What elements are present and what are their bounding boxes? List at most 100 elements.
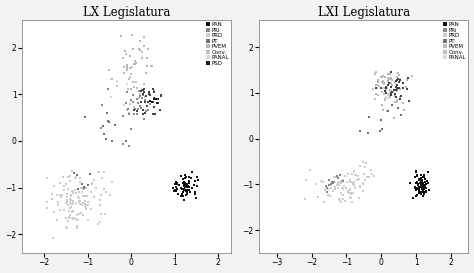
Point [420,186,428,191]
Point [387,85,395,89]
Point [392,95,400,99]
Point [183,185,191,190]
Point [393,89,401,93]
Point [141,94,148,99]
Point [72,190,80,195]
Point [341,174,349,178]
Point [77,186,85,190]
Point [54,200,62,204]
Point [391,92,398,96]
Point [170,189,178,193]
Point [51,184,58,189]
Point [96,203,104,207]
Point [70,198,77,203]
Point [346,194,354,199]
Point [339,179,347,183]
Point [338,186,346,190]
Point [362,161,369,165]
Point [66,179,73,183]
Point [108,180,116,184]
Point [337,191,345,195]
Point [349,182,357,186]
Point [420,186,428,190]
Point [417,177,425,181]
Point [140,89,147,94]
Point [61,208,68,212]
Point [420,173,428,177]
Point [370,173,378,178]
Point [330,175,338,179]
Point [178,186,185,190]
Point [76,201,83,206]
Point [347,180,355,184]
Point [393,97,401,102]
Point [191,189,199,194]
Point [134,100,142,105]
Point [350,170,358,174]
Point [396,73,403,77]
Point [129,79,137,84]
Point [120,65,128,69]
Point [124,87,132,91]
Point [394,86,402,90]
Point [67,198,74,202]
Point [418,177,426,182]
Point [182,181,189,185]
Point [72,201,80,205]
Point [377,86,385,90]
Point [73,213,81,218]
Point [120,70,128,75]
Point [394,77,402,82]
Point [350,180,357,185]
Point [130,105,138,109]
Point [386,89,393,94]
Point [328,180,336,184]
Point [79,194,86,198]
Point [56,193,64,198]
Point [382,91,390,96]
Point [69,209,76,213]
Point [150,97,157,101]
Point [63,198,71,203]
Point [125,111,132,115]
Point [373,91,380,96]
Point [377,118,384,122]
Point [374,86,381,90]
Point [329,180,337,185]
Point [193,184,201,189]
Point [415,187,422,192]
Point [62,216,70,221]
Point [381,75,389,79]
Point [301,197,309,201]
Point [319,179,327,184]
Point [123,90,131,95]
Point [393,87,401,91]
Point [315,195,322,200]
Point [73,217,80,221]
Point [417,183,425,188]
Point [128,33,136,38]
Point [392,85,400,90]
Point [356,195,363,200]
Point [97,126,105,130]
Point [420,192,428,196]
Point [183,192,191,196]
Point [415,177,423,181]
Point [126,66,134,70]
Point [131,85,138,89]
Point [382,88,389,92]
Point [335,183,343,187]
Point [359,160,367,164]
Point [79,186,87,190]
Point [353,178,361,183]
Point [141,98,148,103]
Point [412,169,420,174]
Point [155,96,162,101]
Point [144,108,151,112]
Point [393,88,401,92]
Point [411,185,419,189]
Point [302,178,310,182]
Point [67,202,75,206]
Point [77,198,84,203]
Point [130,93,137,97]
